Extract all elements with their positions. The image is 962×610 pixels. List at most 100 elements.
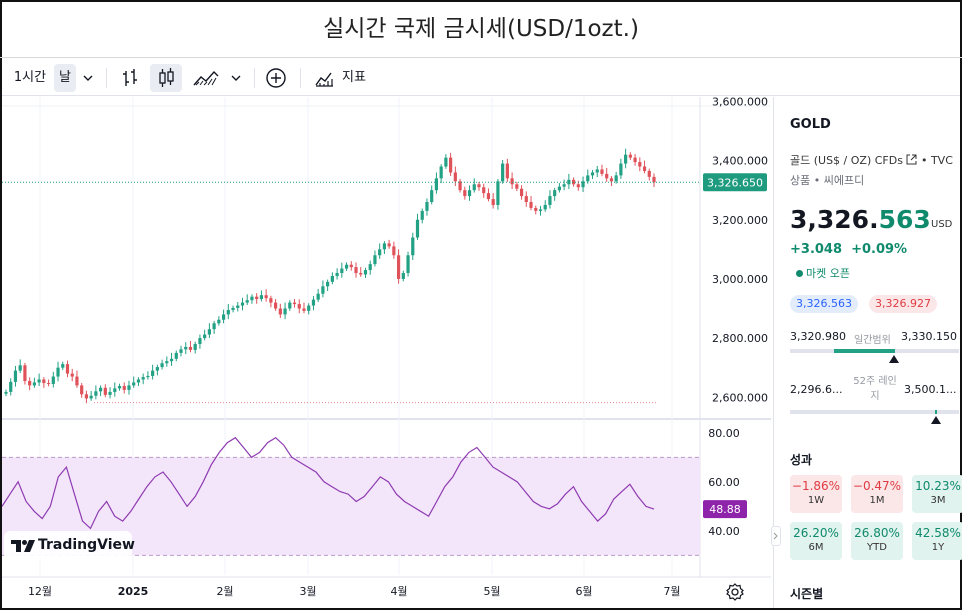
candle-body <box>160 363 164 368</box>
rsi-axis-tick-label: 40.00 <box>708 525 740 538</box>
candle-body <box>628 154 632 158</box>
candle-body <box>179 349 183 353</box>
candle-body <box>240 302 245 306</box>
price-fraction: 563 <box>878 205 931 234</box>
interval-button[interactable]: 1시간 <box>13 70 47 85</box>
panel-collapse-handle[interactable] <box>771 526 781 546</box>
candle-body <box>600 169 604 174</box>
candle-body <box>519 188 524 197</box>
candle-chart-type-icon[interactable] <box>150 64 182 92</box>
last-price-tag-label: 3,326.650 <box>707 176 763 189</box>
period-button[interactable]: 날 <box>54 64 76 92</box>
performance-cell-6m[interactable]: 26.20% 6M <box>790 522 842 560</box>
candle-body <box>529 202 533 208</box>
candle-body <box>221 314 226 320</box>
candle-body <box>184 346 188 350</box>
candle-body <box>28 380 32 386</box>
candle-body <box>203 334 207 339</box>
tradingview-watermark[interactable]: TradingView <box>4 531 135 561</box>
candle-body <box>84 394 89 399</box>
change-percent: +0.09% <box>851 242 908 257</box>
candle-body <box>344 264 349 269</box>
performance-value: −1.86% <box>791 479 841 493</box>
candle-body <box>538 209 543 211</box>
candle-body <box>245 300 249 303</box>
candle-body <box>193 344 197 350</box>
candle-body <box>624 154 628 164</box>
candle-body <box>510 178 514 185</box>
candle-body <box>37 379 41 383</box>
candle-body <box>274 302 278 309</box>
price-display: 3,326.563 <box>790 205 931 234</box>
day-range-label: 일간범위 <box>854 335 891 346</box>
candle-body <box>501 163 505 182</box>
candle-body <box>576 184 580 188</box>
candle-body <box>354 267 358 274</box>
symbol-name[interactable]: GOLD <box>790 117 831 132</box>
exchange-name: TVC <box>930 154 953 167</box>
candle-body <box>155 367 159 371</box>
chart-type-chevron-down-icon[interactable] <box>228 64 244 92</box>
candle-body <box>94 391 98 396</box>
candle-body <box>633 157 637 163</box>
last-price-tag <box>703 173 767 192</box>
performance-period: 1Y <box>931 542 945 553</box>
candle-body <box>567 179 571 185</box>
bar-chart-type-icon[interactable] <box>116 64 144 92</box>
candle-body <box>335 273 339 276</box>
candle-body <box>387 243 391 247</box>
chart-settings-gear-icon[interactable] <box>724 581 746 603</box>
candle-body <box>396 255 401 279</box>
candle-body <box>486 193 491 200</box>
compare-add-icon[interactable] <box>262 64 290 92</box>
performance-period: 3M <box>930 495 946 506</box>
candle-body <box>89 395 93 399</box>
candle-body <box>605 173 609 179</box>
candle-body <box>505 163 509 179</box>
candle-body <box>217 319 221 324</box>
candle-body <box>141 377 145 380</box>
performance-cell-1y[interactable]: 42.58% 1Y <box>912 522 962 560</box>
candle-body <box>477 184 481 188</box>
performance-value: −0.47% <box>852 479 902 493</box>
candle-body <box>642 166 647 171</box>
chart-toolbar: 1시간 날 지표 <box>2 58 960 96</box>
candle-body <box>283 308 287 315</box>
page-title: 실시간 국제 금시세(USD/1ozt.) <box>0 0 962 58</box>
candle-body <box>581 181 585 188</box>
ask-price-badge: 3,326.927 <box>869 295 937 313</box>
performance-cell-3m[interactable]: 10.23% 3M <box>912 475 962 513</box>
candle-body <box>411 237 415 256</box>
indicators-button[interactable]: 지표 <box>310 64 372 92</box>
candle-body <box>32 382 36 386</box>
indicators-icon <box>315 72 333 87</box>
external-link-icon[interactable] <box>906 154 917 165</box>
week52-high: 3,500.1... <box>904 383 957 396</box>
time-axis-label: 7월 <box>663 585 680 598</box>
candle-body <box>132 382 136 386</box>
candle-body <box>524 196 528 203</box>
candle-body <box>449 157 453 173</box>
symbol-category: 상품 • 씨에프디 <box>790 174 865 187</box>
candle-body <box>250 296 254 301</box>
time-axis-label: 5월 <box>483 585 500 598</box>
toolbar-divider <box>106 68 107 88</box>
area-chart-type-icon[interactable] <box>190 64 222 92</box>
week52-range-fill <box>935 410 937 414</box>
candle-body <box>65 364 70 374</box>
candle-body <box>70 373 74 377</box>
performance-cell-1w[interactable]: −1.86% 1W <box>790 475 842 513</box>
time-axis-label: 6월 <box>575 585 592 598</box>
chart-area[interactable]: 3,600.000 3,400.000 3,200.000 3,000.000 2,80… <box>2 97 771 608</box>
candle-body <box>98 387 103 392</box>
symbol-desc-text: 골드 (US$ / OZ) CFDs <box>790 154 903 167</box>
price-axis-tick-label: 3,200.000 <box>712 214 768 227</box>
period-chevron-down-icon[interactable] <box>80 64 96 92</box>
performance-value: 42.58% <box>915 526 961 540</box>
candle-body <box>543 204 547 210</box>
performance-cell-1m[interactable]: −0.47% 1M <box>851 475 903 513</box>
candle-body <box>430 190 434 203</box>
candle-body <box>51 376 55 384</box>
performance-cell-ytd[interactable]: 26.80% YTD <box>851 522 903 560</box>
performance-title: 성과 <box>790 453 813 467</box>
